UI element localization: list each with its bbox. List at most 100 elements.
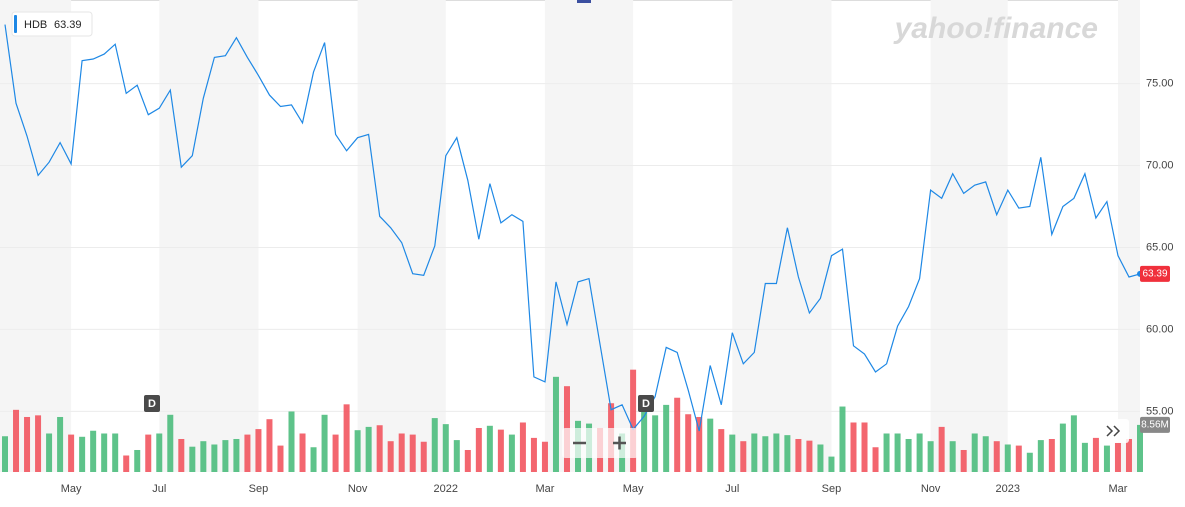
volume-bar [674, 397, 681, 472]
volume-bar [46, 433, 53, 472]
volume-bar [211, 444, 218, 472]
volume-bar [1015, 445, 1022, 472]
volume-bar [299, 433, 306, 472]
legend-name: HDB [24, 19, 47, 31]
volume-bar [861, 422, 868, 472]
volume-bar [90, 430, 97, 472]
volume-bar [1103, 445, 1110, 472]
volume-bar [497, 429, 504, 472]
volume-bar [398, 433, 405, 472]
volume-bar [222, 440, 229, 472]
zoom-in[interactable] [613, 436, 626, 450]
volume-bar [123, 455, 130, 472]
volume-bar [1081, 442, 1088, 472]
x-tick-label: 2023 [996, 483, 1020, 495]
volume-bar [839, 406, 846, 472]
volume-bar [630, 369, 637, 472]
volume-bar [508, 434, 515, 472]
last-volume-box [1140, 416, 1170, 433]
x-tick-label: Jul [725, 483, 739, 495]
volume-bar [773, 433, 780, 472]
shade-band [732, 0, 832, 472]
volume-bar [1137, 424, 1143, 472]
volume-bar [530, 437, 537, 472]
volume-bar [178, 438, 185, 472]
volume-bar [718, 429, 725, 472]
y-tick-label: 60.00 [1146, 323, 1174, 335]
volume-bar [762, 436, 769, 472]
dividend-label: D [642, 398, 650, 410]
volume-bar [453, 440, 460, 472]
shade-band [930, 0, 1008, 472]
x-tick-label: Jul [152, 483, 166, 495]
volume-bar [806, 440, 813, 472]
volume-bar [167, 414, 174, 472]
volume-bar [993, 441, 1000, 472]
dividend-marker[interactable] [144, 395, 160, 412]
last-volume-label: 8.56M [1141, 420, 1169, 431]
volume-bar [354, 430, 361, 472]
volume-bar [420, 441, 427, 472]
volume-bar [938, 426, 945, 472]
volume-bar [795, 438, 802, 472]
volume-bar [1059, 423, 1066, 472]
volume-bar [288, 411, 295, 472]
shade-band [159, 0, 259, 472]
volume-bar [35, 415, 42, 472]
volume-bar [57, 416, 64, 472]
range-handle[interactable] [577, 0, 591, 3]
volume-bar [905, 438, 912, 472]
volume-bar [883, 433, 890, 472]
y-tick-label: 55.00 [1146, 405, 1174, 417]
volume-bar [310, 447, 317, 472]
x-tick-label: Sep [822, 483, 842, 495]
volume-bar [101, 433, 108, 472]
shade-band [1117, 0, 1140, 472]
volume-bar [828, 456, 835, 472]
legend-value: 63.39 [54, 19, 82, 31]
volume-bar [663, 404, 670, 472]
volume-bar [652, 415, 659, 472]
volume-bar [784, 435, 791, 472]
logo: yahoo!finance [893, 12, 1098, 45]
expand-button[interactable] [1099, 419, 1129, 443]
volume-bar [541, 441, 548, 472]
volume-bar [24, 416, 31, 472]
shade-band [357, 0, 446, 472]
volume-bar [442, 424, 449, 472]
volume-bar [156, 433, 163, 472]
volume-bar [244, 434, 251, 472]
volume-bar [79, 436, 86, 472]
dividend-marker[interactable] [638, 395, 654, 412]
volume-bar [960, 449, 967, 472]
volume-bar [68, 434, 75, 472]
volume-bar [927, 441, 934, 472]
volume-bar [332, 434, 339, 472]
volume-bar [409, 434, 416, 472]
expand-icon[interactable] [1106, 425, 1121, 437]
last-price-box [1140, 265, 1170, 282]
volume-bar [971, 433, 978, 472]
last-price-label: 63.39 [1142, 268, 1167, 279]
volume-bar [200, 441, 207, 472]
volume-bar [376, 425, 383, 472]
y-tick-label: 65.00 [1146, 241, 1174, 253]
volume-bar [1070, 415, 1077, 472]
volume-bar [707, 418, 714, 472]
zoom-controls[interactable] [562, 428, 638, 458]
legend-box [11, 11, 93, 37]
legend-swatch [14, 15, 17, 33]
volume-bar [552, 376, 559, 472]
volume-bar [696, 416, 703, 472]
volume-bar [685, 414, 692, 472]
volume-bar [1004, 444, 1011, 472]
x-tick-label: Sep [249, 483, 269, 495]
x-tick-label: Nov [921, 483, 941, 495]
volume-bar [519, 422, 526, 472]
volume-bar [486, 425, 493, 472]
volume-bar [189, 446, 196, 472]
volume-bar [1114, 442, 1121, 472]
x-tick-label: May [61, 483, 82, 495]
